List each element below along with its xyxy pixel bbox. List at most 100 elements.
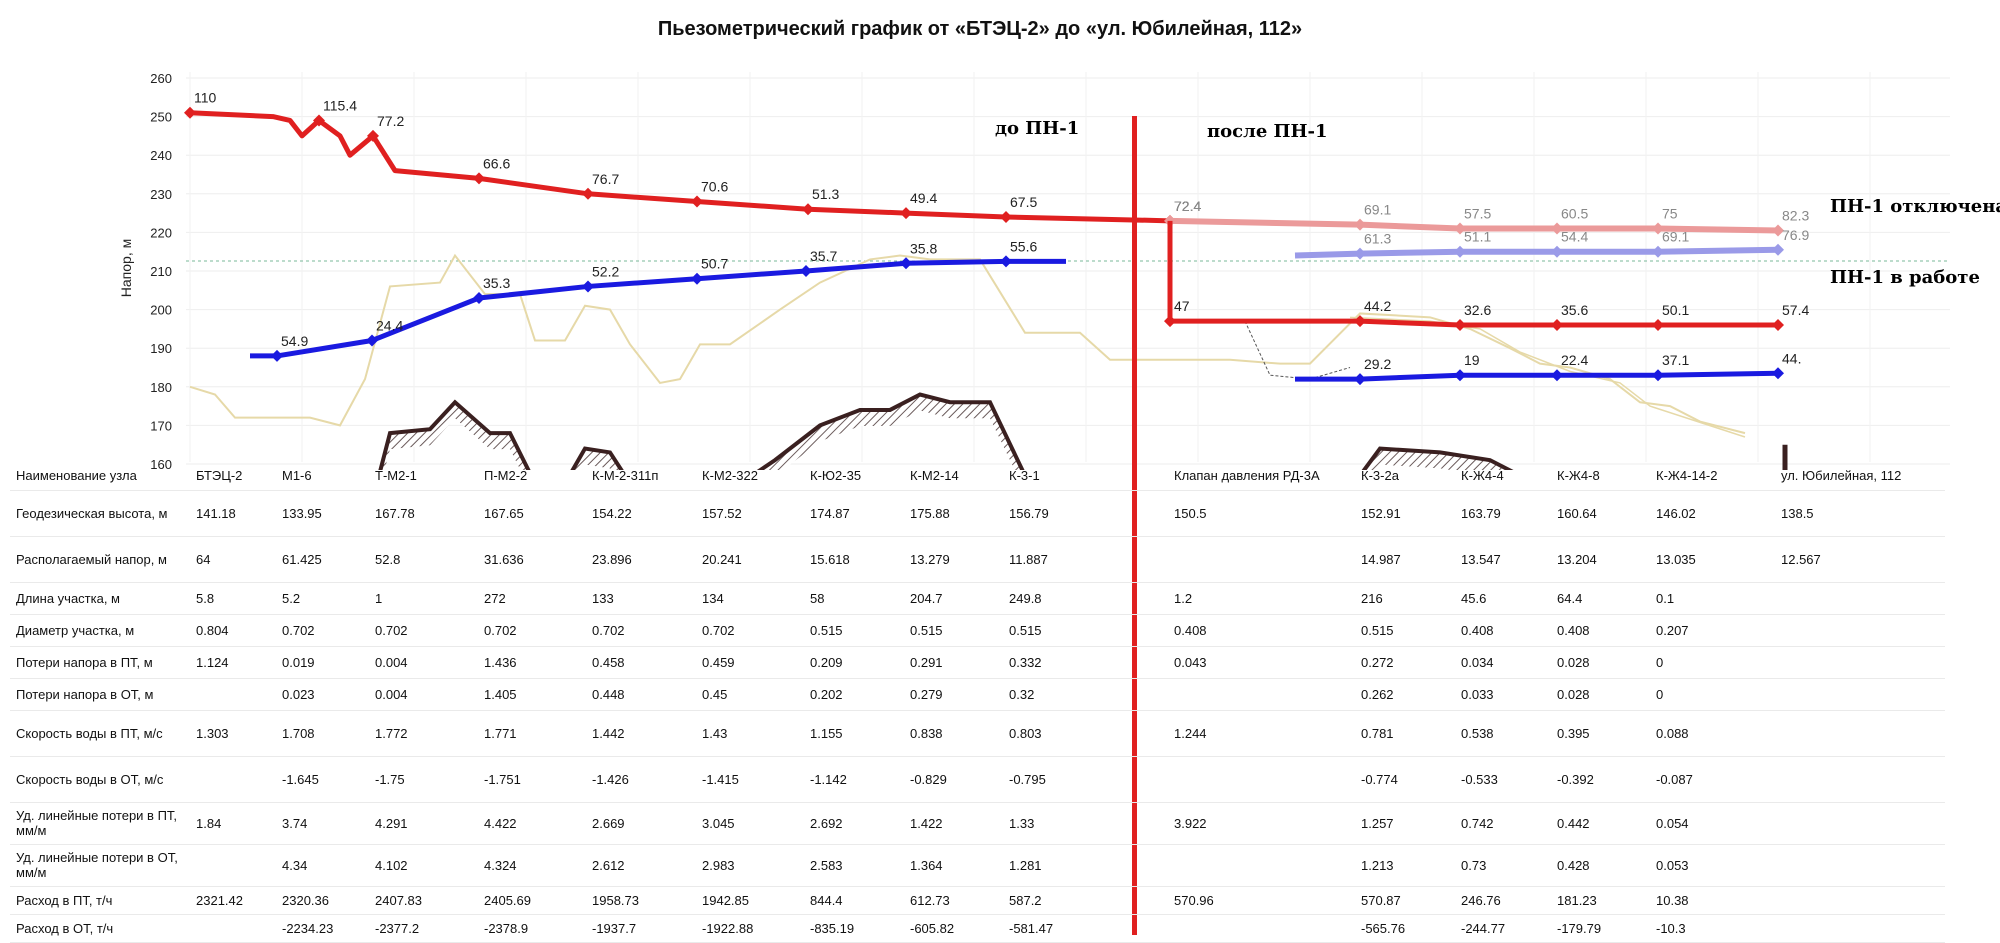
table-cell — [1775, 710, 1945, 757]
terrain-line — [378, 392, 1514, 470]
data-point — [582, 187, 594, 200]
table-cell: 1.708 — [276, 710, 369, 757]
table-cell: -1937.7 — [586, 914, 696, 943]
data-label: 76.7 — [592, 171, 619, 187]
data-point — [1354, 218, 1366, 231]
data-label: 22.4 — [1561, 352, 1588, 368]
data-label: 50.1 — [1662, 302, 1689, 318]
table-cell: К-3-1 — [1003, 462, 1168, 491]
series-layer: 110 115.4 77.2 66.6 76.7 70.6 51.3 49.4 67.5 72.4… — [184, 90, 1809, 386]
table-cell — [1775, 678, 1945, 711]
data-label: 70.6 — [701, 179, 728, 195]
table-cell: -1.751 — [478, 756, 586, 803]
table-cell: Т-М2-1 — [369, 462, 478, 491]
table-cell: 0.209 — [804, 646, 904, 679]
table-cell: 150.5 — [1168, 490, 1355, 537]
table-cell: 13.547 — [1455, 536, 1551, 583]
table-cell: 2.692 — [804, 802, 904, 845]
table-cell: 0.32 — [1003, 678, 1168, 711]
table-cell: 2405.69 — [478, 886, 586, 915]
table-cell: 0.442 — [1551, 802, 1650, 845]
table-cell: 0.088 — [1650, 710, 1775, 757]
table-cell: 23.896 — [586, 536, 696, 583]
table-cell: 0.262 — [1355, 678, 1455, 711]
row-label: Располагаемый напор, м — [10, 536, 190, 583]
table-cell: 1.213 — [1355, 844, 1455, 887]
table-cell: 11.887 — [1003, 536, 1168, 583]
table-cell: 0.004 — [369, 646, 478, 679]
table-cell: 0.515 — [1355, 614, 1455, 647]
table-cell: 61.425 — [276, 536, 369, 583]
series-4: 47 44.2 32.6 35.6 50.1 57.4 — [1164, 298, 1809, 332]
table-cell: 0.803 — [1003, 710, 1168, 757]
table-cell: 1.771 — [478, 710, 586, 757]
table-cell: 15.618 — [804, 536, 904, 583]
data-point — [1454, 319, 1466, 332]
table-cell: К-Ю2-35 — [804, 462, 904, 491]
table-cell: 52.8 — [369, 536, 478, 583]
y-tick-label: 220 — [150, 225, 172, 240]
table-cell: 12.567 — [1775, 536, 1945, 583]
data-label: 35.3 — [483, 275, 510, 291]
table-cell: 58 — [804, 582, 904, 615]
series-line — [250, 258, 1066, 359]
table-cell: 0.515 — [1003, 614, 1168, 647]
data-label: 52.2 — [592, 263, 619, 279]
table-cell: 0.028 — [1551, 646, 1650, 679]
table-cell: -1.75 — [369, 756, 478, 803]
table-cell: 570.87 — [1355, 886, 1455, 915]
table-cell: 246.76 — [1455, 886, 1551, 915]
piezometric-chart: 1301401501601701801902002102202302402502… — [118, 71, 2000, 470]
table-cell: 570.96 — [1168, 886, 1355, 915]
table-cell: П-М2-2 — [478, 462, 586, 491]
table-row: Потери напора в ПТ, м 1.124 0.019 0.004 1.43… — [10, 646, 1945, 679]
table-cell: -1922.88 — [696, 914, 804, 943]
series-3: 61.3 51.1 54.4 69.1 76.9 — [1294, 227, 1809, 260]
table-cell: 0.028 — [1551, 678, 1650, 711]
data-label: 69.1 — [1364, 202, 1391, 218]
data-point — [1652, 369, 1664, 382]
label-pump-on: ПН-1 в работе — [1830, 267, 1980, 288]
table-cell: 2.583 — [804, 844, 904, 887]
table-cell: 0.291 — [904, 646, 1003, 679]
data-label: 77.2 — [377, 113, 404, 129]
table-cell: 1.43 — [696, 710, 804, 757]
y-tick-label: 170 — [150, 418, 172, 433]
series-line — [1169, 217, 1779, 234]
table-cell: 0.459 — [696, 646, 804, 679]
table-cell: 167.65 — [478, 490, 586, 537]
data-label: 72.4 — [1174, 198, 1201, 214]
table-cell — [1775, 614, 1945, 647]
aux-dashed-line — [1244, 320, 1351, 380]
y-tick-label: 240 — [150, 148, 172, 163]
table-cell: 216 — [1355, 582, 1455, 615]
table-cell: 13.279 — [904, 536, 1003, 583]
row-label: Расход в ПТ, т/ч — [10, 886, 190, 915]
table-row: Располагаемый напор, м 64 61.425 52.8 31.636… — [10, 536, 1945, 583]
table-row: Геодезическая высота, м 141.18 133.95 167.7… — [10, 490, 1945, 537]
table-cell: К-М2-14 — [904, 462, 1003, 491]
table-cell: 0 — [1650, 646, 1775, 679]
table-cell: 587.2 — [1003, 886, 1168, 915]
table-cell: 64 — [190, 536, 276, 583]
table-cell: 156.79 — [1003, 490, 1168, 537]
table-cell: 174.87 — [804, 490, 904, 537]
data-point — [1551, 222, 1563, 235]
table-cell: 0.033 — [1455, 678, 1551, 711]
table-cell: 0.408 — [1455, 614, 1551, 647]
table-cell: БТЭЦ-2 — [190, 462, 276, 491]
row-label: Наименование узла — [10, 462, 190, 491]
table-cell: -2378.9 — [478, 914, 586, 943]
table-cell: -2234.23 — [276, 914, 369, 943]
table-cell — [1168, 914, 1355, 943]
table-cell: 0.207 — [1650, 614, 1775, 647]
table-cell: К-Ж4-14-2 — [1650, 462, 1775, 491]
data-point — [1551, 369, 1563, 382]
y-tick-label: 250 — [150, 110, 172, 125]
data-label: 55.6 — [1010, 238, 1037, 254]
table-cell: -565.76 — [1355, 914, 1455, 943]
table-cell — [1775, 844, 1945, 887]
table-cell: 167.78 — [369, 490, 478, 537]
table-cell: 181.23 — [1551, 886, 1650, 915]
table-cell — [1775, 886, 1945, 915]
